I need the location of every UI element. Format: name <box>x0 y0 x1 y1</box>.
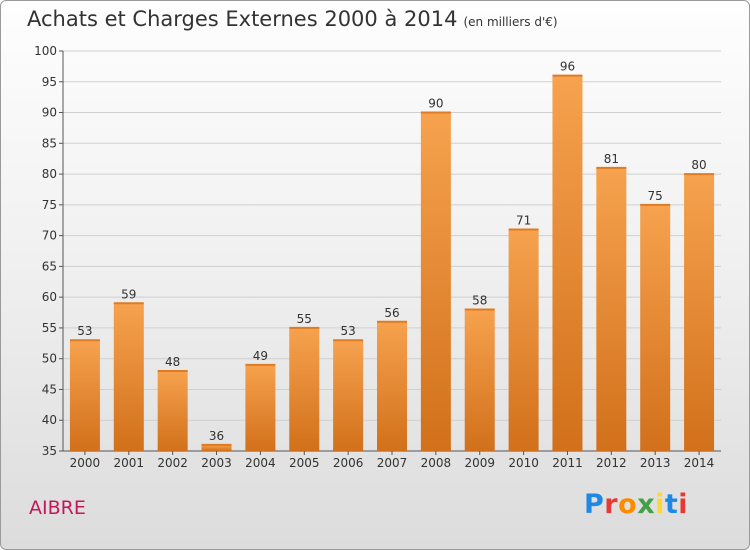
y-tick-label: 95 <box>42 75 57 89</box>
bar <box>157 371 188 451</box>
y-tick-label: 65 <box>42 259 57 273</box>
bar <box>684 174 715 452</box>
x-tick-label: 2014 <box>684 456 715 470</box>
x-tick-label: 2007 <box>377 456 408 470</box>
x-tick-label: 2000 <box>70 456 101 470</box>
bar <box>508 229 539 451</box>
x-tick-label: 2001 <box>114 456 145 470</box>
bar <box>69 340 100 451</box>
commune-name: AIBRE <box>29 497 86 519</box>
x-tick-label: 2010 <box>508 456 539 470</box>
x-tick-label: 2006 <box>333 456 364 470</box>
labels: 35 40 45 50 55 60 65 70 75 80 85 90 95 100 53 2000 59 200… <box>34 44 714 470</box>
data-label: 80 <box>691 158 706 172</box>
data-label: 53 <box>340 324 355 338</box>
data-label: 53 <box>77 324 92 338</box>
data-label: 71 <box>516 213 531 227</box>
y-tick-label: 45 <box>42 382 57 396</box>
x-tick-label: 2008 <box>421 456 452 470</box>
data-label: 36 <box>209 429 224 443</box>
data-label: 58 <box>472 293 487 307</box>
x-tick-label: 2002 <box>157 456 188 470</box>
bar <box>420 112 451 452</box>
bar <box>464 309 495 451</box>
data-label: 81 <box>604 152 619 166</box>
data-label: 75 <box>648 189 663 203</box>
y-tick-label: 40 <box>42 413 57 427</box>
logo-letter: P <box>584 489 605 520</box>
data-label: 55 <box>297 312 312 326</box>
x-tick-label: 2013 <box>640 456 671 470</box>
logo-letter: r <box>604 489 619 520</box>
x-tick-label: 2003 <box>201 456 232 470</box>
logo-letter: t <box>664 489 679 520</box>
y-tick-label: 90 <box>42 106 57 120</box>
bar <box>245 364 276 451</box>
chart-title: Achats et Charges Externes 2000 à 2014 (e… <box>27 7 558 31</box>
bar <box>113 303 144 451</box>
bar <box>377 321 407 451</box>
y-tick-label: 70 <box>42 229 57 243</box>
data-label: 96 <box>560 60 575 74</box>
bar <box>552 75 583 451</box>
data-label: 49 <box>253 349 268 363</box>
x-tick-label: 2012 <box>596 456 627 470</box>
bars <box>69 74 715 452</box>
x-tick-label: 2011 <box>552 456 583 470</box>
y-tick-label: 55 <box>42 321 57 335</box>
y-tick-label: 80 <box>42 167 57 181</box>
y-tick-label: 85 <box>42 136 57 150</box>
bar <box>640 204 671 451</box>
y-tick-label: 100 <box>34 44 57 58</box>
proxiti-logo: Proxiti <box>584 489 688 520</box>
y-tick-label: 60 <box>42 290 57 304</box>
x-tick-label: 2009 <box>464 456 495 470</box>
bar <box>596 167 627 451</box>
y-tick-label: 50 <box>42 352 57 366</box>
logo-letter: o <box>618 489 638 520</box>
title-text: Achats et Charges Externes 2000 à 2014 <box>27 7 458 31</box>
y-tick-label: 35 <box>42 444 57 458</box>
unit-note: (en milliers d'€) <box>463 15 558 29</box>
x-tick-label: 2004 <box>245 456 276 470</box>
x-tick-label: 2005 <box>289 456 320 470</box>
data-label: 90 <box>428 97 443 111</box>
logo-letter: x <box>637 489 656 520</box>
logo-letter: i <box>678 489 689 520</box>
bar <box>289 327 320 451</box>
bar <box>201 444 232 451</box>
logo-letter: i <box>655 489 665 520</box>
data-label: 59 <box>121 287 136 301</box>
data-label: 56 <box>384 306 399 320</box>
y-tick-label: 75 <box>42 198 57 212</box>
data-label: 48 <box>165 355 180 369</box>
bar <box>333 340 364 451</box>
